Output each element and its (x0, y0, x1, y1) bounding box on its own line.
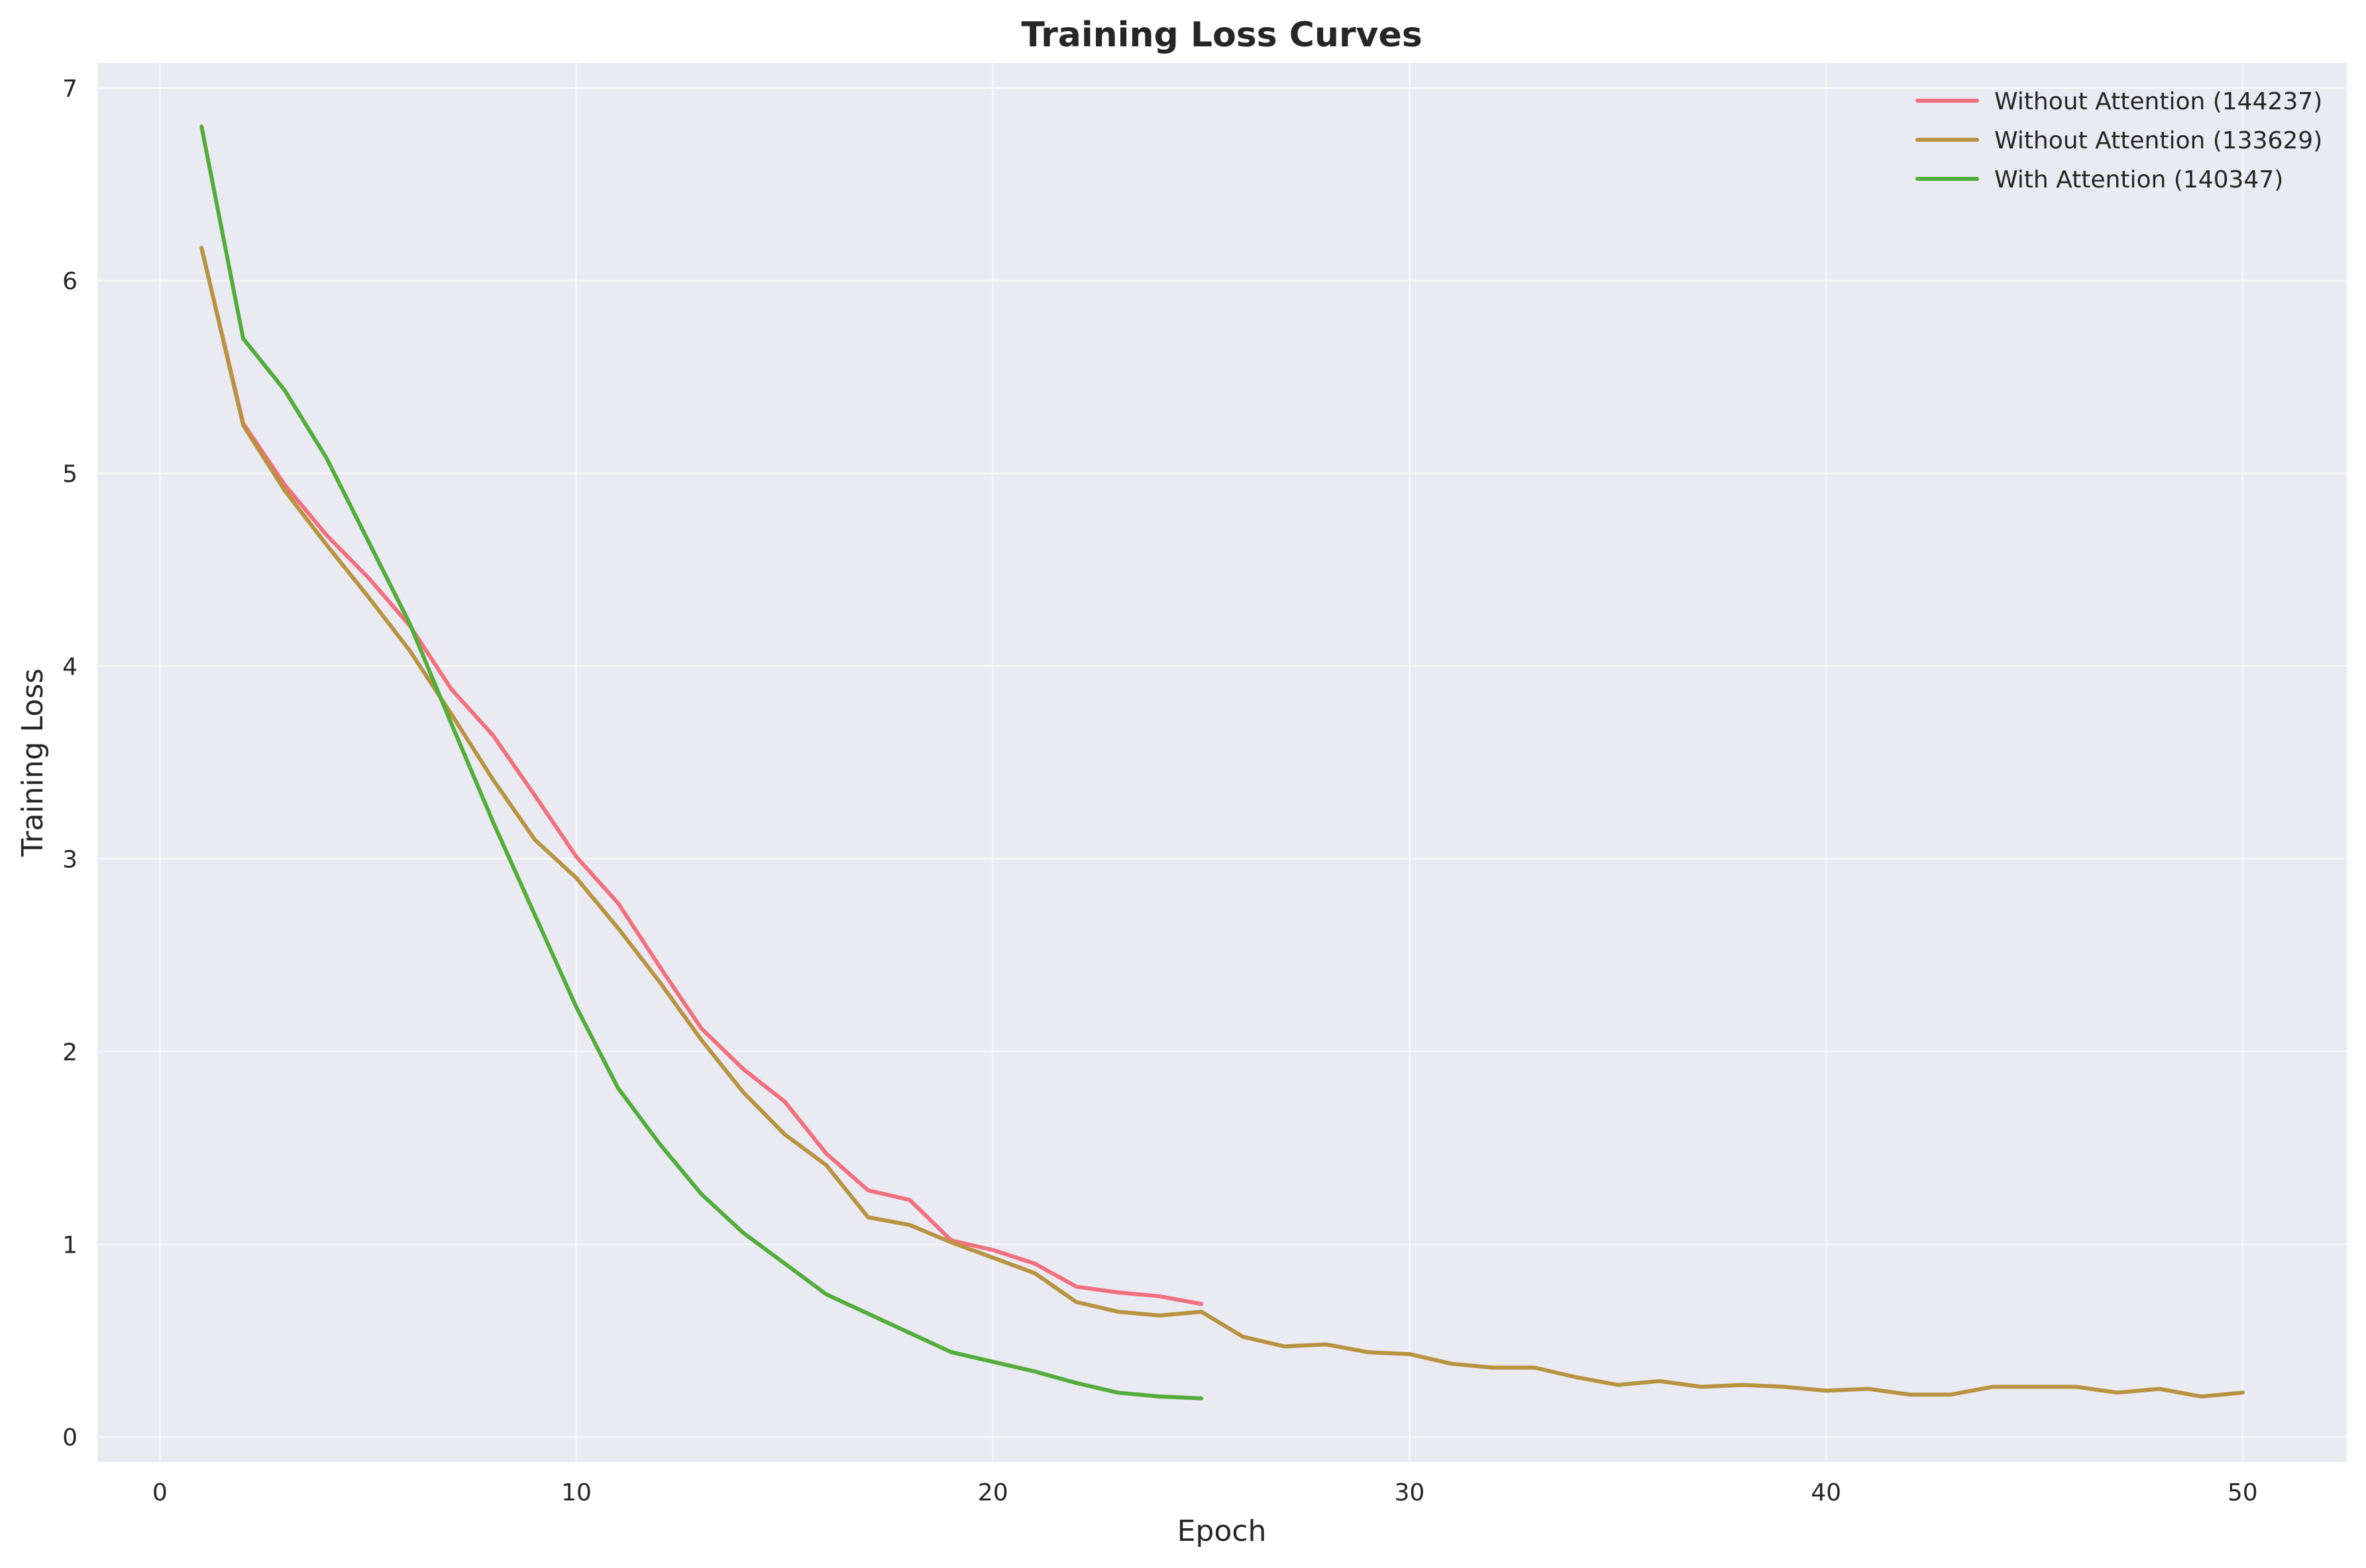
x-tick-label: 10 (561, 1479, 592, 1506)
y-tick-label: 7 (62, 76, 78, 103)
legend-label: Without Attention (144237) (1994, 88, 2322, 115)
y-tick-label: 2 (62, 1039, 78, 1066)
legend-label: With Attention (140347) (1994, 166, 2283, 193)
y-tick-label: 4 (62, 654, 78, 681)
series-layer (199, 125, 2245, 1400)
x-axis-label: Epoch (1177, 1514, 1267, 1548)
y-tick-label: 1 (62, 1231, 78, 1259)
x-tick-label: 20 (978, 1479, 1008, 1506)
y-tick-label: 0 (62, 1424, 78, 1451)
x-tick-label: 50 (2228, 1479, 2258, 1506)
legend: Without Attention (144237) Without Attent… (1915, 88, 2322, 193)
y-axis-label: Training Loss (16, 668, 50, 857)
series-line-1 (199, 246, 2245, 1399)
y-tick-label: 3 (62, 846, 78, 873)
x-tick-label: 30 (1395, 1479, 1425, 1506)
legend-label: Without Attention (133629) (1994, 127, 2322, 154)
x-tick-label: 40 (1811, 1479, 1841, 1506)
y-tick-label: 6 (62, 268, 78, 295)
chart-title: Training Loss Curves (1021, 15, 1422, 55)
series-line-2 (199, 125, 1204, 1400)
series-line-0 (199, 246, 1204, 1306)
x-tick-label: 0 (152, 1479, 168, 1506)
grid (97, 63, 2347, 1462)
y-tick-labels: 0 1 2 3 4 5 6 7 (62, 76, 78, 1451)
x-tick-labels: 0 10 20 30 40 50 (152, 1479, 2258, 1506)
y-tick-label: 5 (62, 461, 78, 488)
plot-background (97, 63, 2347, 1462)
